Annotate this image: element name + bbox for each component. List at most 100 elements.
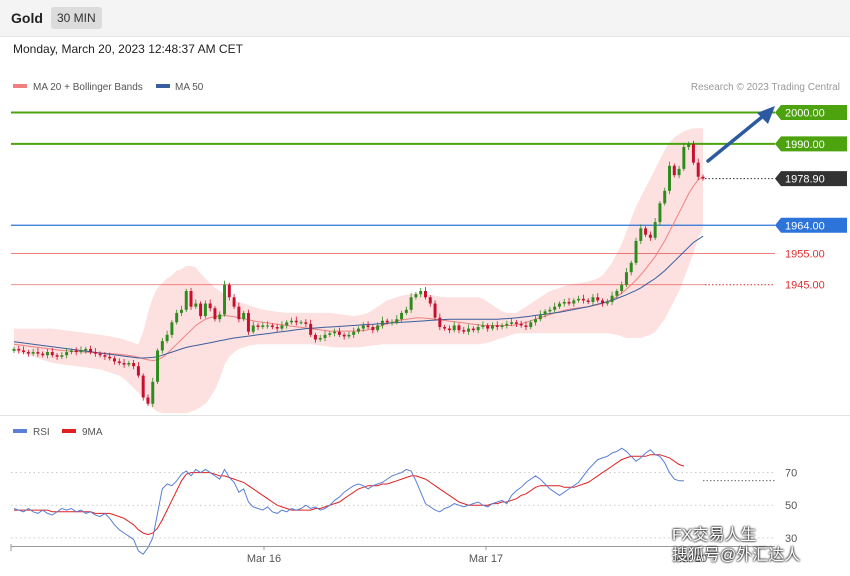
candle-down	[232, 297, 236, 307]
arrow-shaft	[706, 115, 764, 163]
candle-down	[294, 320, 298, 323]
candle-up	[663, 190, 667, 204]
candle-down	[146, 397, 150, 404]
candle-up	[414, 294, 418, 298]
watermark-line-2: 搜狐号@外汇达人	[672, 547, 801, 564]
candle-up	[591, 297, 595, 302]
candle-up	[376, 325, 380, 331]
level-label: 1990.00	[785, 139, 825, 151]
candle-up	[409, 297, 413, 310]
candle-down	[89, 348, 93, 353]
level-label: 1978.90	[785, 174, 825, 186]
copyright-label: Research © 2023 Trading Central	[691, 82, 840, 93]
candle-up	[505, 323, 509, 326]
candle-up	[352, 331, 356, 335]
candle-down	[601, 300, 605, 304]
candle-up	[534, 319, 538, 323]
candle-down	[22, 350, 26, 353]
candle-up	[620, 284, 624, 292]
candle-up	[476, 327, 480, 331]
candle-up	[605, 301, 609, 304]
candle-down	[141, 375, 145, 398]
candle-up	[266, 325, 270, 327]
candle-up	[639, 228, 643, 241]
target-arrow	[706, 106, 775, 163]
symbol-title: Gold	[11, 10, 43, 26]
candle-down	[132, 363, 136, 367]
candle-down	[136, 366, 140, 376]
candle-up	[151, 381, 155, 404]
timeframe-button[interactable]: 30 MIN	[51, 7, 102, 29]
candle-down	[98, 353, 102, 356]
candle-up	[299, 322, 303, 324]
x-tick-label: Mar 16	[247, 553, 281, 565]
candle-up	[452, 325, 456, 331]
candle-up	[251, 325, 255, 332]
price-levels	[11, 111, 775, 286]
candle-up	[160, 341, 164, 351]
candle-down	[55, 355, 59, 357]
watermark-line-1: FX交易人生	[672, 527, 757, 544]
watermark: FX交易人生 搜狐号@外汇达人	[672, 526, 800, 566]
candle-down	[644, 228, 648, 235]
candle-down	[586, 300, 590, 302]
chart-datetime: Monday, March 20, 2023 12:48:37 AM CET	[13, 42, 243, 56]
candle-up	[223, 284, 227, 315]
candle-up	[46, 352, 49, 356]
candle-up	[572, 300, 576, 304]
candle-up	[629, 262, 633, 273]
candle-down	[213, 308, 217, 320]
candle-down	[342, 334, 346, 337]
candle-down	[424, 291, 427, 298]
candle-down	[74, 350, 78, 353]
candle-up	[285, 322, 289, 326]
candle-down	[36, 352, 40, 354]
candle-down	[275, 327, 279, 329]
candle-down	[524, 325, 528, 328]
rsi-ma-legend-swatch	[62, 429, 76, 433]
candle-up	[658, 203, 662, 223]
candle-down	[581, 298, 585, 301]
candle-up	[170, 322, 174, 335]
candle-down	[103, 355, 107, 357]
candle-up	[31, 352, 35, 354]
candle-up	[577, 298, 581, 301]
candle-up	[634, 240, 638, 263]
candle-down	[208, 303, 212, 309]
candle-up	[79, 350, 83, 353]
candle-up	[562, 301, 566, 304]
candle-up	[668, 165, 671, 191]
candle-up	[490, 325, 494, 329]
candle-up	[12, 348, 16, 351]
candle-down	[447, 328, 451, 331]
candle-down	[108, 356, 112, 359]
candle-down	[313, 334, 317, 340]
candle-down	[237, 306, 241, 320]
ma50-legend-swatch	[156, 84, 170, 88]
level-label: 2000.00	[785, 108, 825, 120]
candle-down	[457, 325, 461, 331]
candle-up	[543, 311, 547, 315]
candle-up	[395, 319, 399, 323]
candle-up	[610, 295, 614, 302]
candle-up	[165, 334, 169, 342]
candle-up	[557, 303, 561, 307]
candle-up	[203, 303, 207, 317]
candle-up	[318, 337, 322, 340]
candle-up	[65, 352, 69, 356]
candle-down	[93, 352, 97, 354]
bollinger-band-fill	[14, 128, 703, 414]
candle-up	[653, 222, 657, 238]
bollinger-band-area	[14, 128, 703, 414]
candle-up	[361, 325, 365, 329]
x-axis-labels: Mar 16 Mar 17 Mar 20	[10, 544, 707, 565]
candle-up	[400, 312, 404, 320]
candle-up	[60, 355, 64, 357]
candle-down	[309, 323, 313, 335]
candle-up	[156, 350, 160, 382]
candle-down	[462, 330, 466, 332]
candle-up	[529, 322, 533, 328]
candle-down	[50, 352, 54, 356]
candle-up	[390, 322, 394, 324]
